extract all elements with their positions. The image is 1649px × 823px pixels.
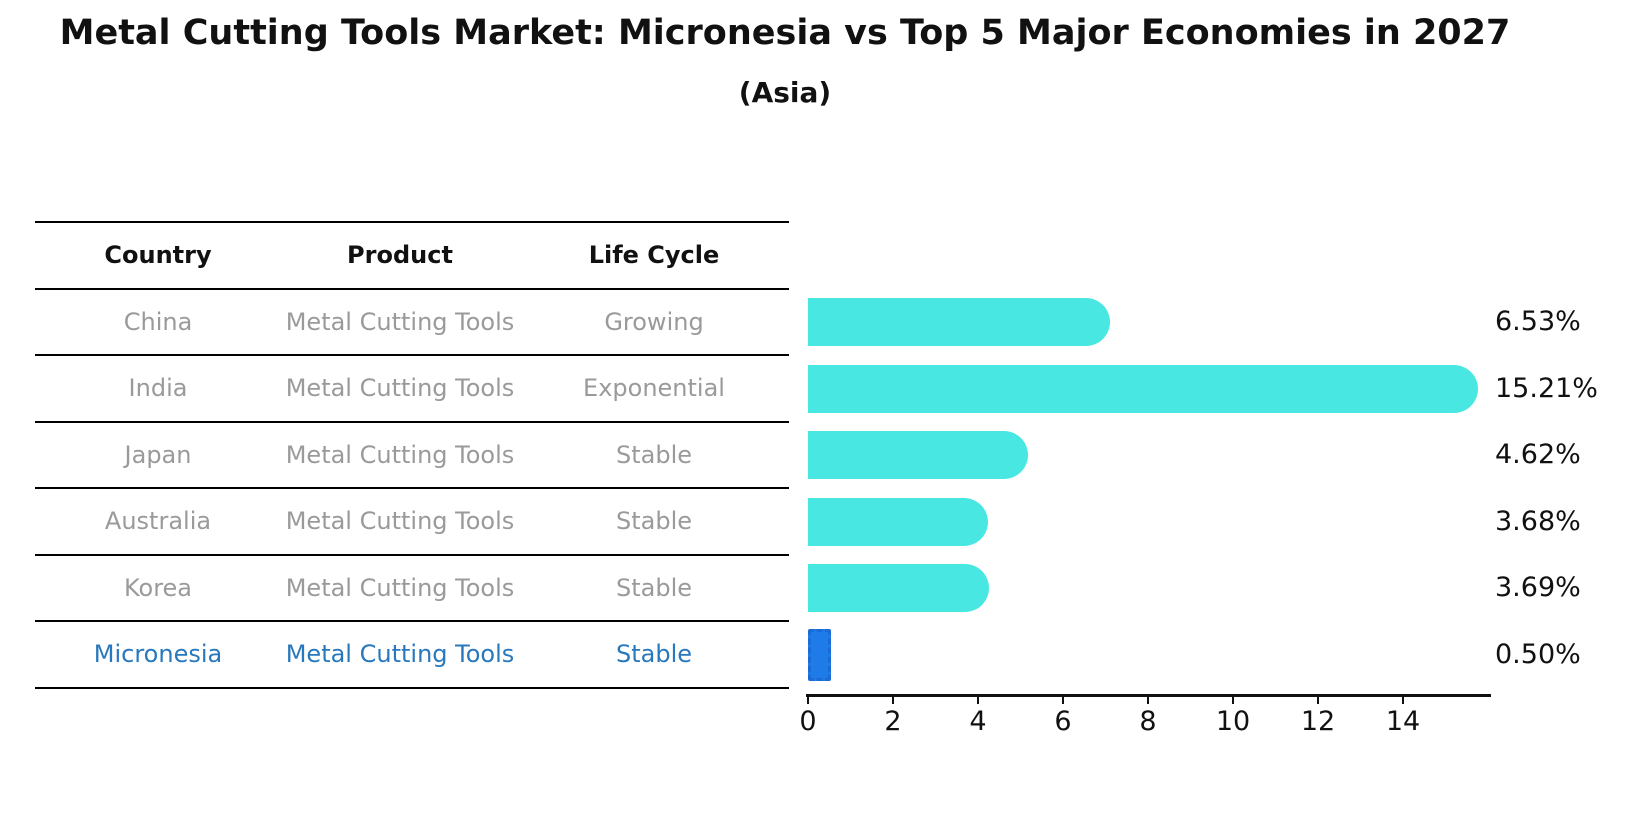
table-row: China Metal Cutting Tools Growing xyxy=(35,287,789,355)
table-header-life-cycle: Life Cycle xyxy=(588,241,720,270)
x-axis-tick xyxy=(1061,694,1065,704)
x-axis-tick-label: 14 xyxy=(1385,706,1421,737)
table-row: Micronesia Metal Cutting Tools Stable xyxy=(35,620,789,687)
cell-life-cycle: Stable xyxy=(615,573,693,602)
cell-product: Metal Cutting Tools xyxy=(285,440,515,469)
cell-product: Metal Cutting Tools xyxy=(285,640,515,669)
x-axis-tick xyxy=(1401,694,1405,704)
x-axis-tick xyxy=(891,694,895,704)
cell-life-cycle: Exponential xyxy=(583,374,725,403)
bar-korea xyxy=(808,564,989,613)
x-axis-tick-label: 6 xyxy=(1054,706,1072,737)
x-axis-tick xyxy=(1146,694,1150,704)
table-row: Japan Metal Cutting Tools Stable xyxy=(35,420,789,488)
x-axis-tick-label: 0 xyxy=(799,706,817,737)
cell-life-cycle: Stable xyxy=(615,507,693,536)
cell-country: India xyxy=(128,374,188,403)
cell-country: Korea xyxy=(123,573,193,602)
value-label: 15.21% xyxy=(1495,372,1598,404)
cell-product: Metal Cutting Tools xyxy=(285,507,515,536)
cell-country: China xyxy=(123,307,193,336)
bar-micronesia xyxy=(808,628,832,681)
x-axis-tick xyxy=(976,694,980,704)
market-table-body: China Metal Cutting Tools Growing India Meta… xyxy=(35,287,789,687)
value-label: 4.62% xyxy=(1495,439,1581,471)
cell-country: Micronesia xyxy=(93,640,223,669)
cell-product: Metal Cutting Tools xyxy=(285,307,515,336)
chart-title: Metal Cutting Tools Market: Micronesia v… xyxy=(59,13,1511,53)
cell-life-cycle: Stable xyxy=(615,640,693,669)
cell-country: Japan xyxy=(124,440,192,469)
x-axis-tick-label: 4 xyxy=(969,706,987,737)
table-header-product: Product xyxy=(347,241,453,270)
cell-product: Metal Cutting Tools xyxy=(285,573,515,602)
cell-country: Australia xyxy=(104,507,212,536)
chart-subtitle: (Asia) xyxy=(738,76,832,109)
bar-japan xyxy=(808,431,1029,480)
value-label: 3.68% xyxy=(1495,505,1581,537)
value-label: 0.50% xyxy=(1495,638,1581,670)
cell-product: Metal Cutting Tools xyxy=(285,374,515,403)
cell-life-cycle: Stable xyxy=(615,440,693,469)
x-axis-tick-label: 2 xyxy=(884,706,902,737)
market-table: Country Product Life Cycle China Metal Cu… xyxy=(35,221,789,689)
table-row: India Metal Cutting Tools Exponential xyxy=(35,354,789,421)
value-label: 3.69% xyxy=(1495,572,1581,604)
bar-china xyxy=(808,298,1110,347)
table-header-row: Country Product Life Cycle xyxy=(35,221,789,288)
table-row: Australia Metal Cutting Tools Stable xyxy=(35,487,789,554)
table-header-country: Country xyxy=(104,241,212,270)
x-axis-tick-label: 12 xyxy=(1300,706,1336,737)
x-axis-tick xyxy=(1231,694,1235,704)
table-row: Korea Metal Cutting Tools Stable xyxy=(35,553,789,621)
bar-australia xyxy=(808,497,989,546)
value-label: 6.53% xyxy=(1495,306,1581,338)
x-axis-tick-label: 10 xyxy=(1215,706,1251,737)
x-axis-tick xyxy=(1316,694,1320,704)
x-axis-tick xyxy=(806,694,810,704)
cell-life-cycle: Growing xyxy=(604,307,704,336)
bar-india xyxy=(808,364,1479,413)
x-axis-tick-label: 8 xyxy=(1139,706,1157,737)
